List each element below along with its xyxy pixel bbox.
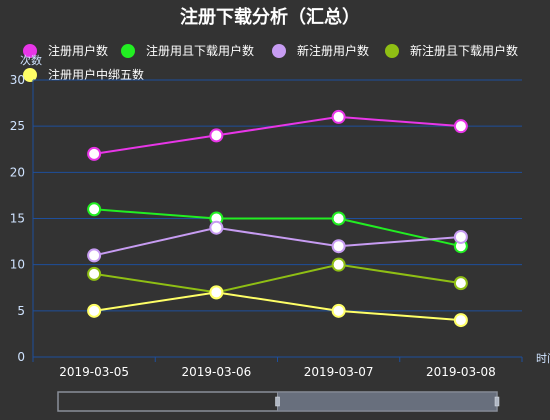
data-point[interactable] xyxy=(87,303,102,318)
legend-label: 新注册用户数 xyxy=(297,43,369,58)
series-line xyxy=(93,263,462,294)
data-point[interactable] xyxy=(331,211,346,226)
data-point[interactable] xyxy=(331,109,346,124)
data-point[interactable] xyxy=(453,229,468,244)
zoom-window[interactable] xyxy=(277,391,498,412)
data-point[interactable] xyxy=(209,128,224,143)
zoom-start-handle[interactable] xyxy=(275,396,280,407)
y-axis-label: 次数 xyxy=(20,53,42,67)
legend-marker xyxy=(272,44,286,58)
data-zoom-slider[interactable] xyxy=(57,391,500,412)
series-line xyxy=(94,208,462,248)
legend-label: 注册用户数 xyxy=(48,43,108,58)
legend-item[interactable]: 新注册且下载用户数 xyxy=(385,43,518,58)
y-tick-label: 20 xyxy=(10,165,25,179)
series-0 xyxy=(87,109,468,161)
legend-marker xyxy=(385,44,399,58)
y-tick-label: 30 xyxy=(10,73,25,87)
x-tick-label: 2019-03-07 xyxy=(304,365,374,379)
series-line xyxy=(93,291,461,322)
series-line xyxy=(93,115,461,155)
data-point[interactable] xyxy=(331,303,346,318)
x-tick-label: 2019-03-08 xyxy=(426,365,496,379)
series-layer xyxy=(87,109,468,328)
axes: 0 5 10 15 20 25 30 2019-03-05 2019-03-06 2019-03-… xyxy=(10,73,523,379)
y-tick-label: 10 xyxy=(10,258,25,272)
legend-item[interactable]: 注册用户数 xyxy=(23,43,108,58)
data-point[interactable] xyxy=(453,119,468,134)
legend-label: 注册用户中绑五数 xyxy=(48,67,144,82)
x-axis-label: 时间 xyxy=(536,352,550,365)
data-point[interactable] xyxy=(453,313,468,328)
legend-item[interactable]: 新注册用户数 xyxy=(272,43,369,58)
legend-label: 新注册且下载用户数 xyxy=(410,43,518,58)
legend-item[interactable]: 注册用户中绑五数 xyxy=(23,67,144,82)
legend-item[interactable]: 注册用且下载用户数 xyxy=(121,43,254,58)
x-tick-label: 2019-03-06 xyxy=(182,365,252,379)
data-point[interactable] xyxy=(87,266,102,281)
x-tick-label: 2019-03-05 xyxy=(59,365,129,379)
legend-marker xyxy=(23,44,37,58)
legend-label: 注册用且下载用户数 xyxy=(146,43,254,58)
series-2 xyxy=(87,220,468,263)
y-tick-label: 0 xyxy=(17,350,25,364)
y-tick-label: 5 xyxy=(17,304,25,318)
data-point[interactable] xyxy=(87,146,102,161)
data-point[interactable] xyxy=(209,285,224,300)
data-point[interactable] xyxy=(87,248,102,263)
y-tick-label: 15 xyxy=(10,212,25,226)
data-point[interactable] xyxy=(209,220,224,235)
data-point[interactable] xyxy=(453,276,468,291)
data-point[interactable] xyxy=(331,239,346,254)
legend-marker xyxy=(23,68,37,82)
series-4 xyxy=(87,285,468,328)
zoom-end-handle[interactable] xyxy=(494,396,500,407)
y-tick-label: 25 xyxy=(10,119,25,133)
data-point[interactable] xyxy=(331,257,346,272)
chart-title: 注册下载分析（汇总） xyxy=(180,6,360,28)
data-point[interactable] xyxy=(87,202,102,217)
legend-marker xyxy=(121,44,135,58)
series-line xyxy=(93,226,461,257)
